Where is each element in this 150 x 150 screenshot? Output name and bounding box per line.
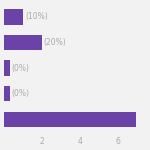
Bar — [4, 86, 10, 101]
Text: (0%): (0%) — [12, 89, 30, 98]
Text: (10%): (10%) — [25, 12, 48, 21]
Text: (20%): (20%) — [44, 38, 67, 47]
Bar — [4, 111, 136, 127]
Bar — [4, 35, 42, 50]
Bar — [4, 60, 10, 76]
Bar — [4, 9, 23, 25]
Text: (0%): (0%) — [12, 64, 30, 73]
